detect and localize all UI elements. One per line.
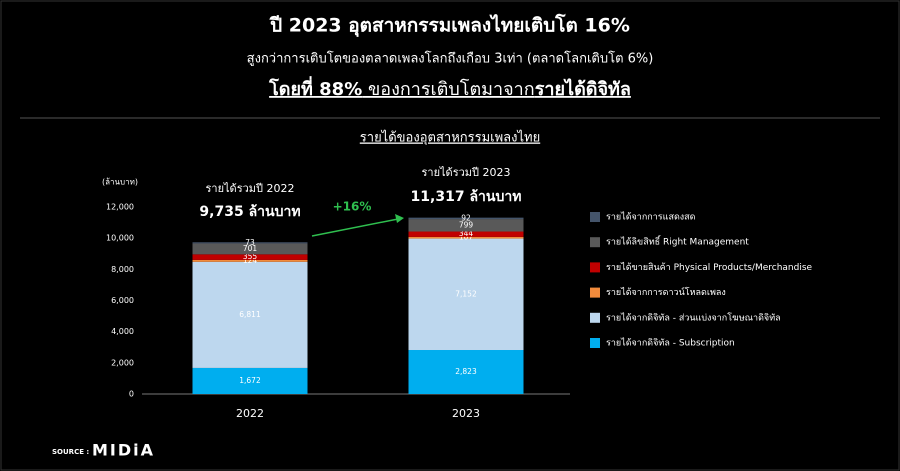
legend-label: รายได้จากการดาวน์โหลดเพลง xyxy=(606,286,726,298)
legend-swatch xyxy=(590,212,600,222)
data-label: 107 xyxy=(459,233,474,242)
headline-part: โดยที่ 88% xyxy=(268,76,362,100)
data-label: 124 xyxy=(243,256,258,265)
y-tick-label: 2,000 xyxy=(111,358,134,367)
headline: โดยที่ 88% ของการเติบโตมาจากรายได้ดิจิทั… xyxy=(268,76,631,100)
bar-segment xyxy=(408,219,524,232)
legend-label: รายได้จากดิจิทัล - ส่วนแบ่งจากโฆษณาดิจิท… xyxy=(606,312,781,323)
y-tick-label: 10,000 xyxy=(106,234,134,243)
legend-swatch xyxy=(590,262,600,273)
y-tick-label: 6,000 xyxy=(111,296,134,305)
headline-part: ของการเติบโตมาจาก xyxy=(362,78,534,100)
data-label: 1,672 xyxy=(239,376,261,385)
growth-arrowhead xyxy=(395,214,404,223)
data-label: 73 xyxy=(245,238,255,247)
bar-segment xyxy=(192,254,308,260)
source-label: SOURCE : xyxy=(52,448,89,456)
y-tick-label: 12,000 xyxy=(106,203,134,212)
source-name: MIDiA xyxy=(92,441,155,460)
legend-swatch xyxy=(590,237,600,248)
legend-label: รายได้ลิขสิทธิ์ Right Management xyxy=(606,235,749,248)
data-label: 701 xyxy=(243,244,258,253)
y-tick-label: 8,000 xyxy=(111,265,134,274)
plot-title: รายได้ของอุตสาหกรรมเพลงไทย xyxy=(360,130,540,146)
total-value: 9,735 ล้านบาท xyxy=(199,204,300,220)
data-label: 344 xyxy=(459,229,474,238)
data-label: 92 xyxy=(461,213,471,222)
growth-label: +16% xyxy=(333,200,372,214)
bar-segment xyxy=(408,350,524,394)
total-value: 11,317 ล้านบาท xyxy=(411,189,522,205)
data-label: 6,811 xyxy=(239,310,261,319)
headline-part: รายได้ดิจิทัล xyxy=(535,78,631,100)
legend-label: รายได้จากดิจิทัล - Subscription xyxy=(606,338,735,349)
bar-segment xyxy=(192,261,308,368)
growth-arrow xyxy=(311,218,399,237)
data-label: 799 xyxy=(459,220,474,229)
total-label: รายได้รวมปี 2022 xyxy=(205,182,294,195)
y-tick-label: 4,000 xyxy=(111,327,134,336)
y-tick-label: 0 xyxy=(129,390,134,399)
data-label: 355 xyxy=(243,252,258,261)
bar-segment xyxy=(408,217,524,220)
data-label: 2,823 xyxy=(455,367,477,376)
bar-segment xyxy=(408,231,524,237)
y-axis-label: (ล้านบาท) xyxy=(102,178,138,187)
x-tick-label: 2023 xyxy=(452,407,480,420)
data-label: 7,152 xyxy=(455,289,477,298)
legend-label: รายได้จากการแสดงสด xyxy=(606,212,696,223)
bar-segment xyxy=(192,259,308,262)
bar-segment xyxy=(408,236,524,239)
bar-segment xyxy=(192,243,308,255)
legend-swatch xyxy=(590,287,600,298)
legend-swatch xyxy=(590,312,600,323)
bar-segment xyxy=(192,242,308,244)
bar-segment xyxy=(192,367,308,394)
total-label: รายได้รวมปี 2023 xyxy=(421,166,510,179)
x-tick-label: 2022 xyxy=(236,407,264,420)
legend-swatch xyxy=(590,338,600,348)
legend-label: รายได้ขายสินค้า Physical Products/Mercha… xyxy=(606,262,813,273)
chart-title: ปี 2023 อุตสาหกรรมเพลงไทยเติบโต 16% xyxy=(269,14,630,38)
subtitle: สูงกว่าการเติบโตของตลาดเพลงโลกถึงเกือบ 3… xyxy=(247,51,654,67)
bar-segment xyxy=(408,238,524,351)
